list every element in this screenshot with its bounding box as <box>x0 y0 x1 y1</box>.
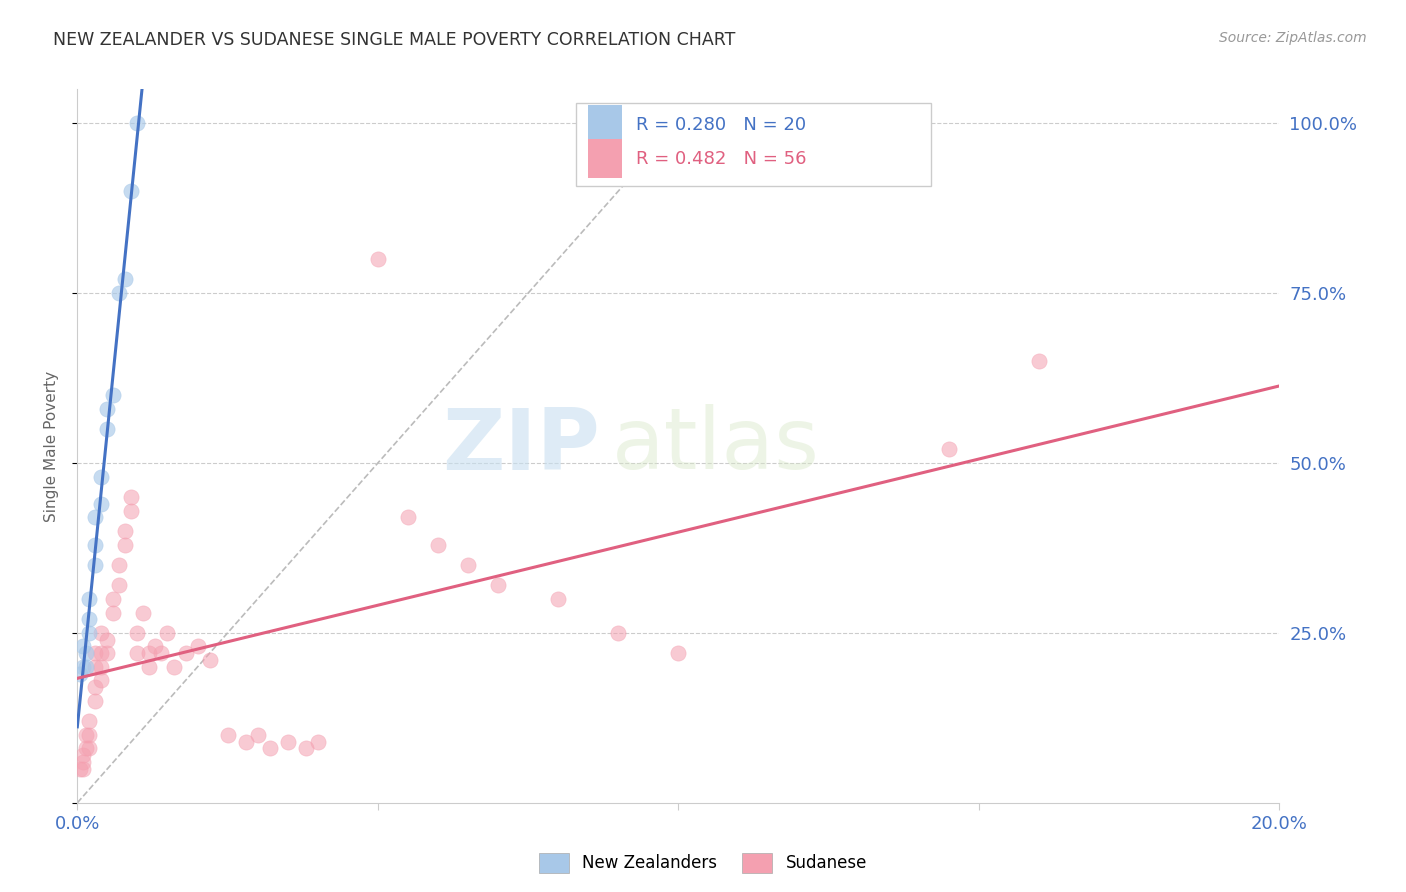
Point <box>79 741 101 756</box>
Point <box>120 503 142 517</box>
Point <box>294 741 316 756</box>
Point <box>84 660 107 674</box>
Text: atlas: atlas <box>612 404 820 488</box>
Bar <box>588 139 621 178</box>
Point <box>79 612 101 626</box>
Point <box>90 497 112 511</box>
Point <box>668 646 690 660</box>
Text: NEW ZEALANDER VS SUDANESE SINGLE MALE POVERTY CORRELATION CHART: NEW ZEALANDER VS SUDANESE SINGLE MALE PO… <box>53 31 735 49</box>
Point <box>75 660 97 674</box>
Point <box>138 660 160 674</box>
Point <box>69 666 91 681</box>
Point <box>103 388 125 402</box>
Point <box>938 442 960 457</box>
Point <box>79 626 101 640</box>
Point <box>174 646 197 660</box>
Point <box>79 728 101 742</box>
Point <box>235 734 257 748</box>
Point <box>90 469 112 483</box>
Point <box>75 728 97 742</box>
Point <box>120 490 142 504</box>
Point <box>1028 354 1050 368</box>
Point <box>127 646 149 660</box>
Point <box>114 537 136 551</box>
Point <box>108 286 131 301</box>
Point <box>486 578 509 592</box>
Point <box>277 734 299 748</box>
Point <box>114 524 136 538</box>
Point <box>79 591 101 606</box>
Point <box>103 591 125 606</box>
Point <box>156 626 179 640</box>
Point <box>162 660 184 674</box>
Point <box>72 660 94 674</box>
Y-axis label: Single Male Poverty: Single Male Poverty <box>44 370 59 522</box>
Point <box>72 762 94 776</box>
Point <box>84 558 107 572</box>
Point <box>307 734 329 748</box>
Point <box>90 673 112 688</box>
Text: Source: ZipAtlas.com: Source: ZipAtlas.com <box>1219 31 1367 45</box>
Point <box>84 646 107 660</box>
Point <box>72 640 94 654</box>
Point <box>607 626 630 640</box>
Point <box>96 646 118 660</box>
Point <box>108 578 131 592</box>
Point <box>259 741 281 756</box>
Point <box>72 755 94 769</box>
Point <box>457 558 479 572</box>
Point <box>132 606 155 620</box>
Text: R = 0.280   N = 20: R = 0.280 N = 20 <box>637 116 807 134</box>
FancyBboxPatch shape <box>576 103 931 186</box>
Text: R = 0.482   N = 56: R = 0.482 N = 56 <box>637 150 807 168</box>
Point <box>127 116 149 130</box>
Point <box>396 510 419 524</box>
Point <box>138 646 160 660</box>
Point <box>79 714 101 729</box>
Point <box>246 728 269 742</box>
Point <box>84 537 107 551</box>
Point <box>187 640 209 654</box>
Point <box>84 694 107 708</box>
Point <box>90 660 112 674</box>
Point <box>108 558 131 572</box>
Point <box>96 422 118 436</box>
Bar <box>588 105 621 145</box>
Point <box>114 272 136 286</box>
Point <box>96 401 118 416</box>
Point <box>217 728 239 742</box>
Point <box>69 762 91 776</box>
Point <box>198 653 221 667</box>
Point <box>145 640 167 654</box>
Point <box>75 646 97 660</box>
Point <box>103 606 125 620</box>
Point <box>547 591 569 606</box>
Point <box>90 646 112 660</box>
Point <box>150 646 173 660</box>
Point <box>75 741 97 756</box>
Point <box>127 626 149 640</box>
Point <box>367 252 389 266</box>
Point <box>427 537 450 551</box>
Point <box>84 510 107 524</box>
Point <box>90 626 112 640</box>
Point <box>84 680 107 694</box>
Point <box>120 184 142 198</box>
Legend: New Zealanders, Sudanese: New Zealanders, Sudanese <box>533 847 873 880</box>
Point <box>96 632 118 647</box>
Text: ZIP: ZIP <box>443 404 600 488</box>
Point <box>72 748 94 763</box>
